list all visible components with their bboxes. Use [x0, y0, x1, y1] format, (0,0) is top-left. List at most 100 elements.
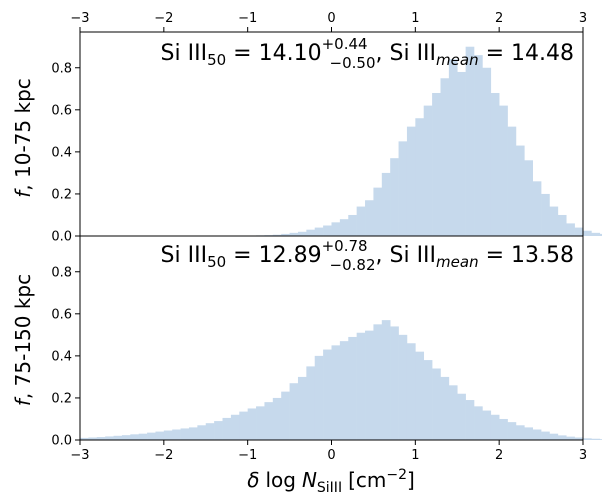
bottom-histogram-bar — [507, 422, 517, 440]
bottom-histogram-bar — [599, 439, 602, 440]
top-histogram-bar — [323, 225, 332, 236]
top-annot-median: = 14.10 — [226, 41, 321, 66]
top-panel: 0.0 0.2 0.4 0.6 0.8 −3 −2 −1 0 1 2 3 — [51, 11, 602, 245]
bottom-histogram-bar — [557, 435, 567, 440]
top-histogram-bar — [339, 219, 349, 236]
top-histogram-bar — [465, 46, 475, 236]
top-annot-mean: = 14.48 — [479, 41, 574, 66]
bottom-histogram-bar — [406, 343, 416, 440]
bottom-histogram-bar — [172, 429, 181, 440]
top-xtick-label: −2 — [154, 11, 173, 26]
bottom-ytick-label: 0.6 — [51, 307, 72, 322]
top-ytick-label: 0.8 — [51, 61, 72, 76]
xlabel-log: log — [265, 468, 296, 492]
bottom-histogram-bar — [381, 320, 391, 440]
bottom-histogram-bar — [465, 400, 475, 440]
bottom-xtick-label: 1 — [411, 448, 419, 463]
bottom-histogram-bar — [281, 391, 290, 440]
xlabel-sub: SiIII — [317, 480, 342, 495]
top-histogram-bar — [515, 145, 525, 236]
bottom-histogram-bar — [474, 406, 483, 440]
bottom-annot-median: = 12.89 — [226, 243, 321, 268]
top-histogram-bar — [281, 233, 290, 236]
bottom-xtick-label: 3 — [579, 448, 587, 463]
bottom-histogram-bar — [348, 336, 357, 440]
bottom-histogram-bar — [180, 428, 190, 440]
bottom-histogram-bar — [482, 410, 492, 440]
bottom-histogram-bar — [188, 427, 198, 440]
top-ylabel: f, 10-75 kpc — [11, 78, 35, 198]
top-histogram-bar — [474, 55, 483, 237]
bottom-annot-minus: −0.82 — [330, 256, 376, 274]
bottom-histogram-bar — [591, 438, 601, 440]
top-xtick-label: 1 — [411, 11, 419, 26]
bottom-histogram-bar — [541, 431, 550, 440]
x-axis-label: δ log NSiIII [cm−2] — [247, 467, 415, 495]
bottom-xtick-label: 2 — [495, 448, 503, 463]
bottom-histogram-bar — [147, 432, 156, 440]
bottom-xtick-label: −3 — [70, 448, 89, 463]
top-histogram-bar — [549, 206, 559, 236]
bottom-histogram-bar — [323, 349, 332, 440]
bottom-ytick-label: 0.0 — [51, 434, 72, 449]
top-histogram-bar — [566, 223, 575, 236]
bottom-histogram-bar — [314, 355, 324, 440]
top-histogram-bar — [314, 227, 324, 236]
top-histogram-bar — [348, 214, 357, 236]
bottom-histogram-bar — [197, 425, 207, 440]
bottom-annot-name2: , Si III — [376, 243, 437, 268]
bottom-histogram-bar — [398, 334, 408, 440]
bottom-annotation: Si III50 = 12.89+0.78 −0.82, Si IIImean =… — [161, 237, 574, 274]
top-ytick-label: 0.4 — [51, 145, 72, 160]
top-histogram-bar — [541, 193, 550, 236]
top-histogram-bar — [406, 126, 416, 236]
top-histogram-bar — [599, 233, 602, 236]
bottom-histogram-bar — [230, 414, 240, 440]
top-annot-minus: −0.50 — [330, 54, 376, 72]
bottom-histogram-bar — [306, 366, 316, 440]
bottom-ylabel: f, 75-150 kpc — [11, 274, 35, 406]
top-histogram-bar — [398, 141, 408, 236]
top-histogram-bar — [583, 230, 592, 236]
xlabel-close: ] — [407, 468, 415, 492]
bottom-histogram-bar — [88, 437, 98, 440]
bottom-xtick-label: −1 — [238, 448, 257, 463]
top-histogram-bar — [373, 187, 383, 236]
top-histogram-bar — [482, 67, 492, 236]
top-histogram-bar — [297, 231, 307, 236]
top-histogram-bar — [448, 59, 458, 236]
bottom-ytick-label: 0.4 — [51, 349, 72, 364]
bottom-histogram-bar — [423, 360, 433, 440]
bottom-histogram-bar — [566, 436, 575, 440]
bottom-ylabel-text: , 75-150 kpc — [11, 274, 35, 399]
bottom-histogram-bar — [515, 425, 525, 440]
top-histogram-bar — [289, 232, 299, 236]
bottom-histogram-bar — [222, 417, 232, 440]
top-ylabel-text: , 10-75 kpc — [11, 78, 35, 190]
bottom-histogram-bar — [121, 435, 131, 440]
bottom-histogram-bar — [256, 406, 265, 440]
bottom-histogram-bar — [96, 437, 106, 440]
top-ytick-label: 0.0 — [51, 230, 72, 245]
bottom-histogram-bar — [289, 383, 299, 440]
xlabel-unit: [cm — [348, 468, 386, 492]
top-histogram-bar — [440, 78, 450, 237]
top-annot-name2: , Si III — [376, 41, 437, 66]
top-histogram-bar — [574, 227, 584, 236]
xlabel-delta: δ — [247, 468, 259, 492]
bottom-histogram-bar — [532, 429, 542, 440]
bottom-ytick-label: 0.8 — [51, 265, 72, 280]
top-annot-sub50: 50 — [207, 51, 226, 69]
bottom-histogram-bar — [549, 433, 559, 440]
bottom-histogram-bar — [113, 435, 123, 440]
top-histogram-bar — [432, 92, 441, 237]
top-histogram-bar — [356, 206, 366, 236]
bottom-histogram-bar — [432, 368, 441, 440]
bottom-annot-plus: +0.78 — [322, 237, 368, 255]
bottom-histogram-bar — [247, 408, 257, 440]
bottom-histogram-bar — [499, 418, 508, 440]
bottom-histogram-bar — [448, 385, 458, 440]
xlabel-n: N — [302, 468, 317, 492]
top-xtick-label: 3 — [579, 11, 587, 26]
